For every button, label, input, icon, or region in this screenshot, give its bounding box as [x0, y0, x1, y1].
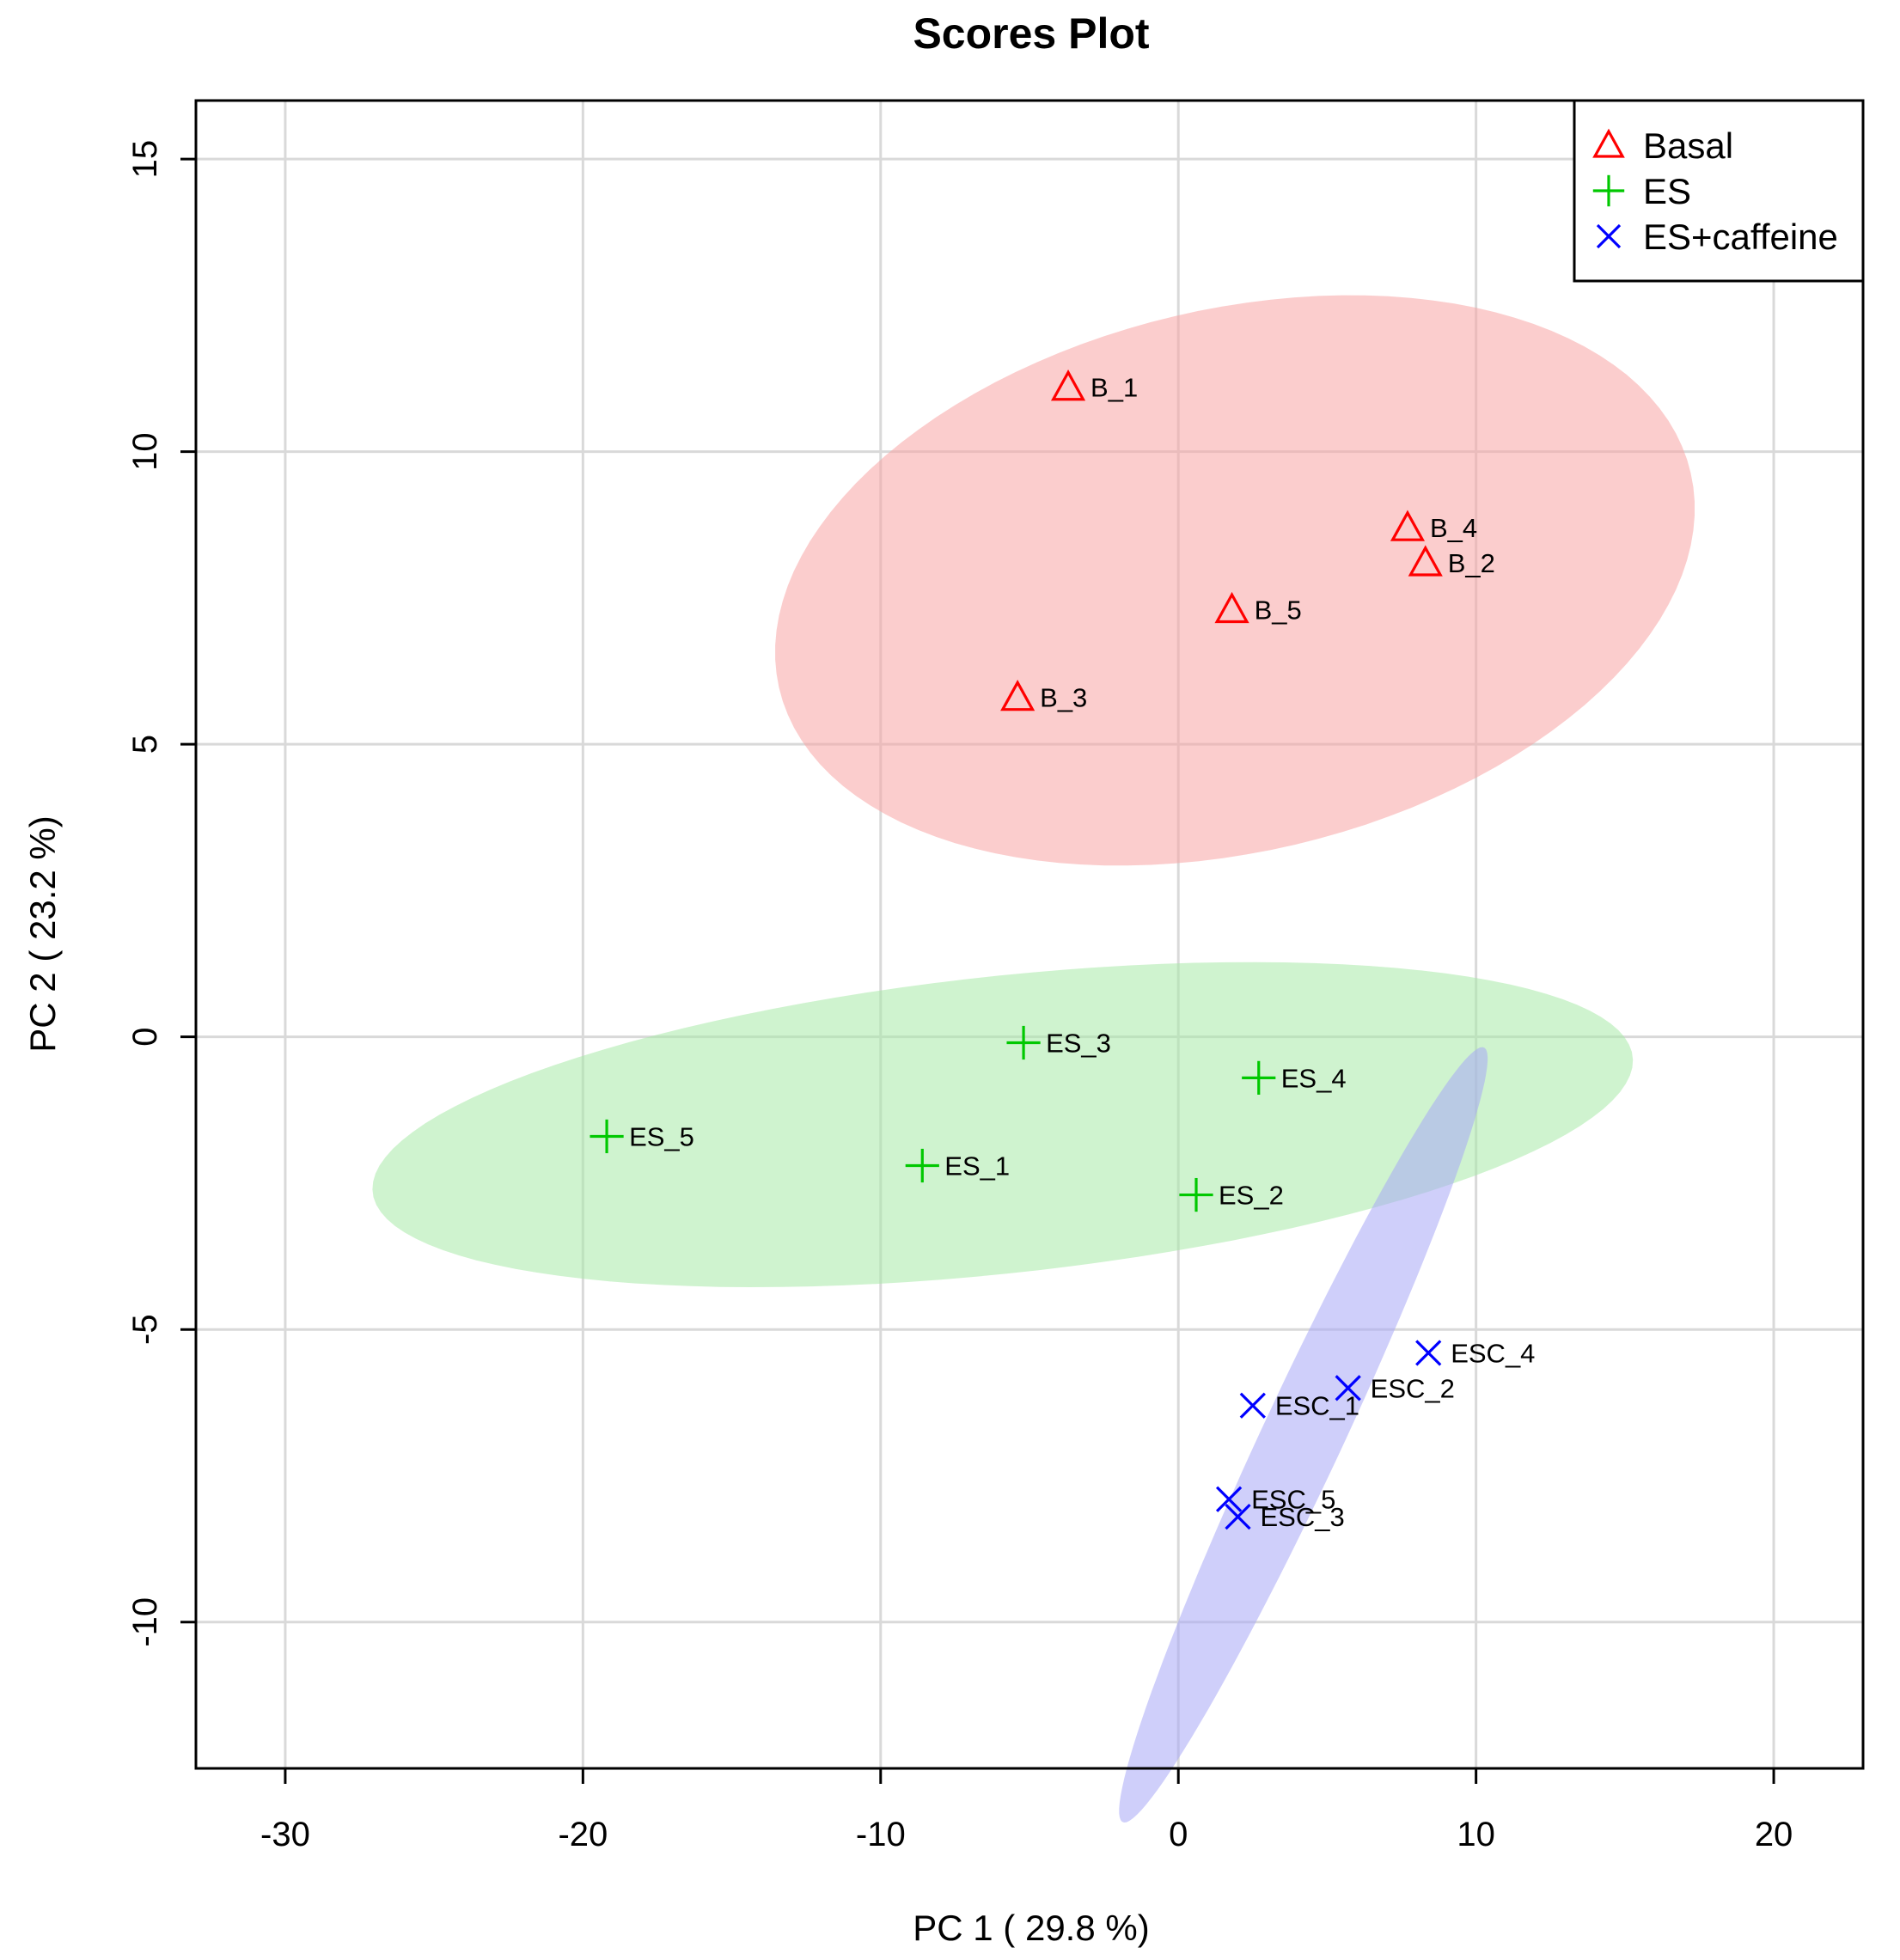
plot-frame	[194, 99, 1865, 1770]
point-es-1	[905, 1148, 939, 1183]
point-esc-4	[1415, 1340, 1442, 1366]
point-label: B_2	[1448, 548, 1495, 578]
point-b-4	[1390, 510, 1426, 541]
point-label: ES_5	[629, 1121, 694, 1151]
point-esc-5-b	[1215, 1486, 1243, 1512]
point-label: B_5	[1255, 595, 1302, 626]
point-esc-3	[1225, 1504, 1251, 1530]
legend-marker-plus	[1592, 174, 1625, 207]
point-label: ESC_4	[1451, 1338, 1535, 1368]
y-tick-label: -10	[126, 1597, 164, 1647]
x-axis: -30 -20 -10 0 10 20	[260, 1768, 1793, 1853]
legend-label: ES	[1643, 171, 1691, 211]
point-label: ESC_3	[1261, 1502, 1345, 1532]
legend-label: ES+caffeine	[1643, 217, 1838, 257]
point-label: ES_1	[944, 1151, 1010, 1181]
y-tick-label: 10	[126, 432, 164, 471]
point-b-2	[1408, 545, 1443, 577]
point-esc-4-b	[1415, 1340, 1442, 1366]
point-label: ESC_5	[1251, 1485, 1335, 1515]
point-b-5	[1214, 591, 1249, 624]
point-label: B_3	[1040, 683, 1087, 713]
score-points: B_1 B_4 B_2 B_5 B_3 ES_3 ES_4 ES_5 ES_1 ES_2 ESC_4…	[590, 369, 1535, 1532]
y-tick-label: 15	[126, 140, 164, 179]
point-es-4	[1242, 1060, 1276, 1095]
point-esc-1-b	[1239, 1392, 1266, 1419]
ellipse-es-caffeine	[1119, 1047, 1488, 1823]
point-label: ES_3	[1046, 1028, 1111, 1058]
point-es-5	[590, 1119, 624, 1154]
grid-lines	[196, 101, 1863, 1768]
y-tick-label: 0	[126, 1028, 164, 1047]
point-esc-1	[1239, 1392, 1266, 1419]
legend: Basal ES ES+caffeine	[1573, 99, 1865, 283]
point-esc-2-b	[1335, 1375, 1361, 1401]
point-esc-5	[1215, 1486, 1243, 1512]
y-tick-label: 5	[126, 735, 164, 754]
legend-marker-x	[1596, 223, 1622, 249]
point-label: ES_4	[1281, 1063, 1347, 1093]
ellipse-basal	[775, 295, 1695, 866]
x-axis-label: PC 1 ( 29.8 %)	[913, 1908, 1149, 1948]
point-es-2	[1179, 1177, 1213, 1212]
ellipse-es	[372, 962, 1634, 1287]
confidence-ellipses	[372, 295, 1695, 1823]
y-tick-label: -5	[126, 1314, 164, 1345]
x-tick-label: -10	[856, 1816, 906, 1853]
point-label: B_4	[1430, 513, 1477, 543]
legend-marker-triangle	[1592, 128, 1625, 158]
x-tick-label: 20	[1755, 1816, 1793, 1853]
point-esc-2	[1335, 1375, 1361, 1401]
point-b-3	[1000, 680, 1036, 711]
point-label: ESC_2	[1371, 1373, 1455, 1403]
chart-title: Scores Plot	[913, 9, 1149, 58]
x-tick-label: 10	[1457, 1816, 1495, 1853]
x-tick-label: 0	[1169, 1816, 1188, 1853]
point-b-1	[1050, 369, 1086, 401]
legend-label: Basal	[1643, 125, 1733, 166]
x-tick-label: -20	[558, 1816, 608, 1853]
point-label: B_1	[1091, 373, 1138, 403]
y-axis-label: PC 2 ( 23.2 %)	[22, 815, 63, 1052]
point-es-3	[1006, 1025, 1041, 1060]
y-axis: -10 -5 0 5 10 15	[126, 140, 196, 1647]
point-label: ESC_1	[1275, 1391, 1359, 1421]
legend-marker-x-b	[1596, 223, 1622, 249]
point-label: ES_2	[1219, 1181, 1284, 1211]
x-tick-label: -30	[260, 1816, 310, 1853]
point-esc-3-b	[1225, 1504, 1251, 1530]
